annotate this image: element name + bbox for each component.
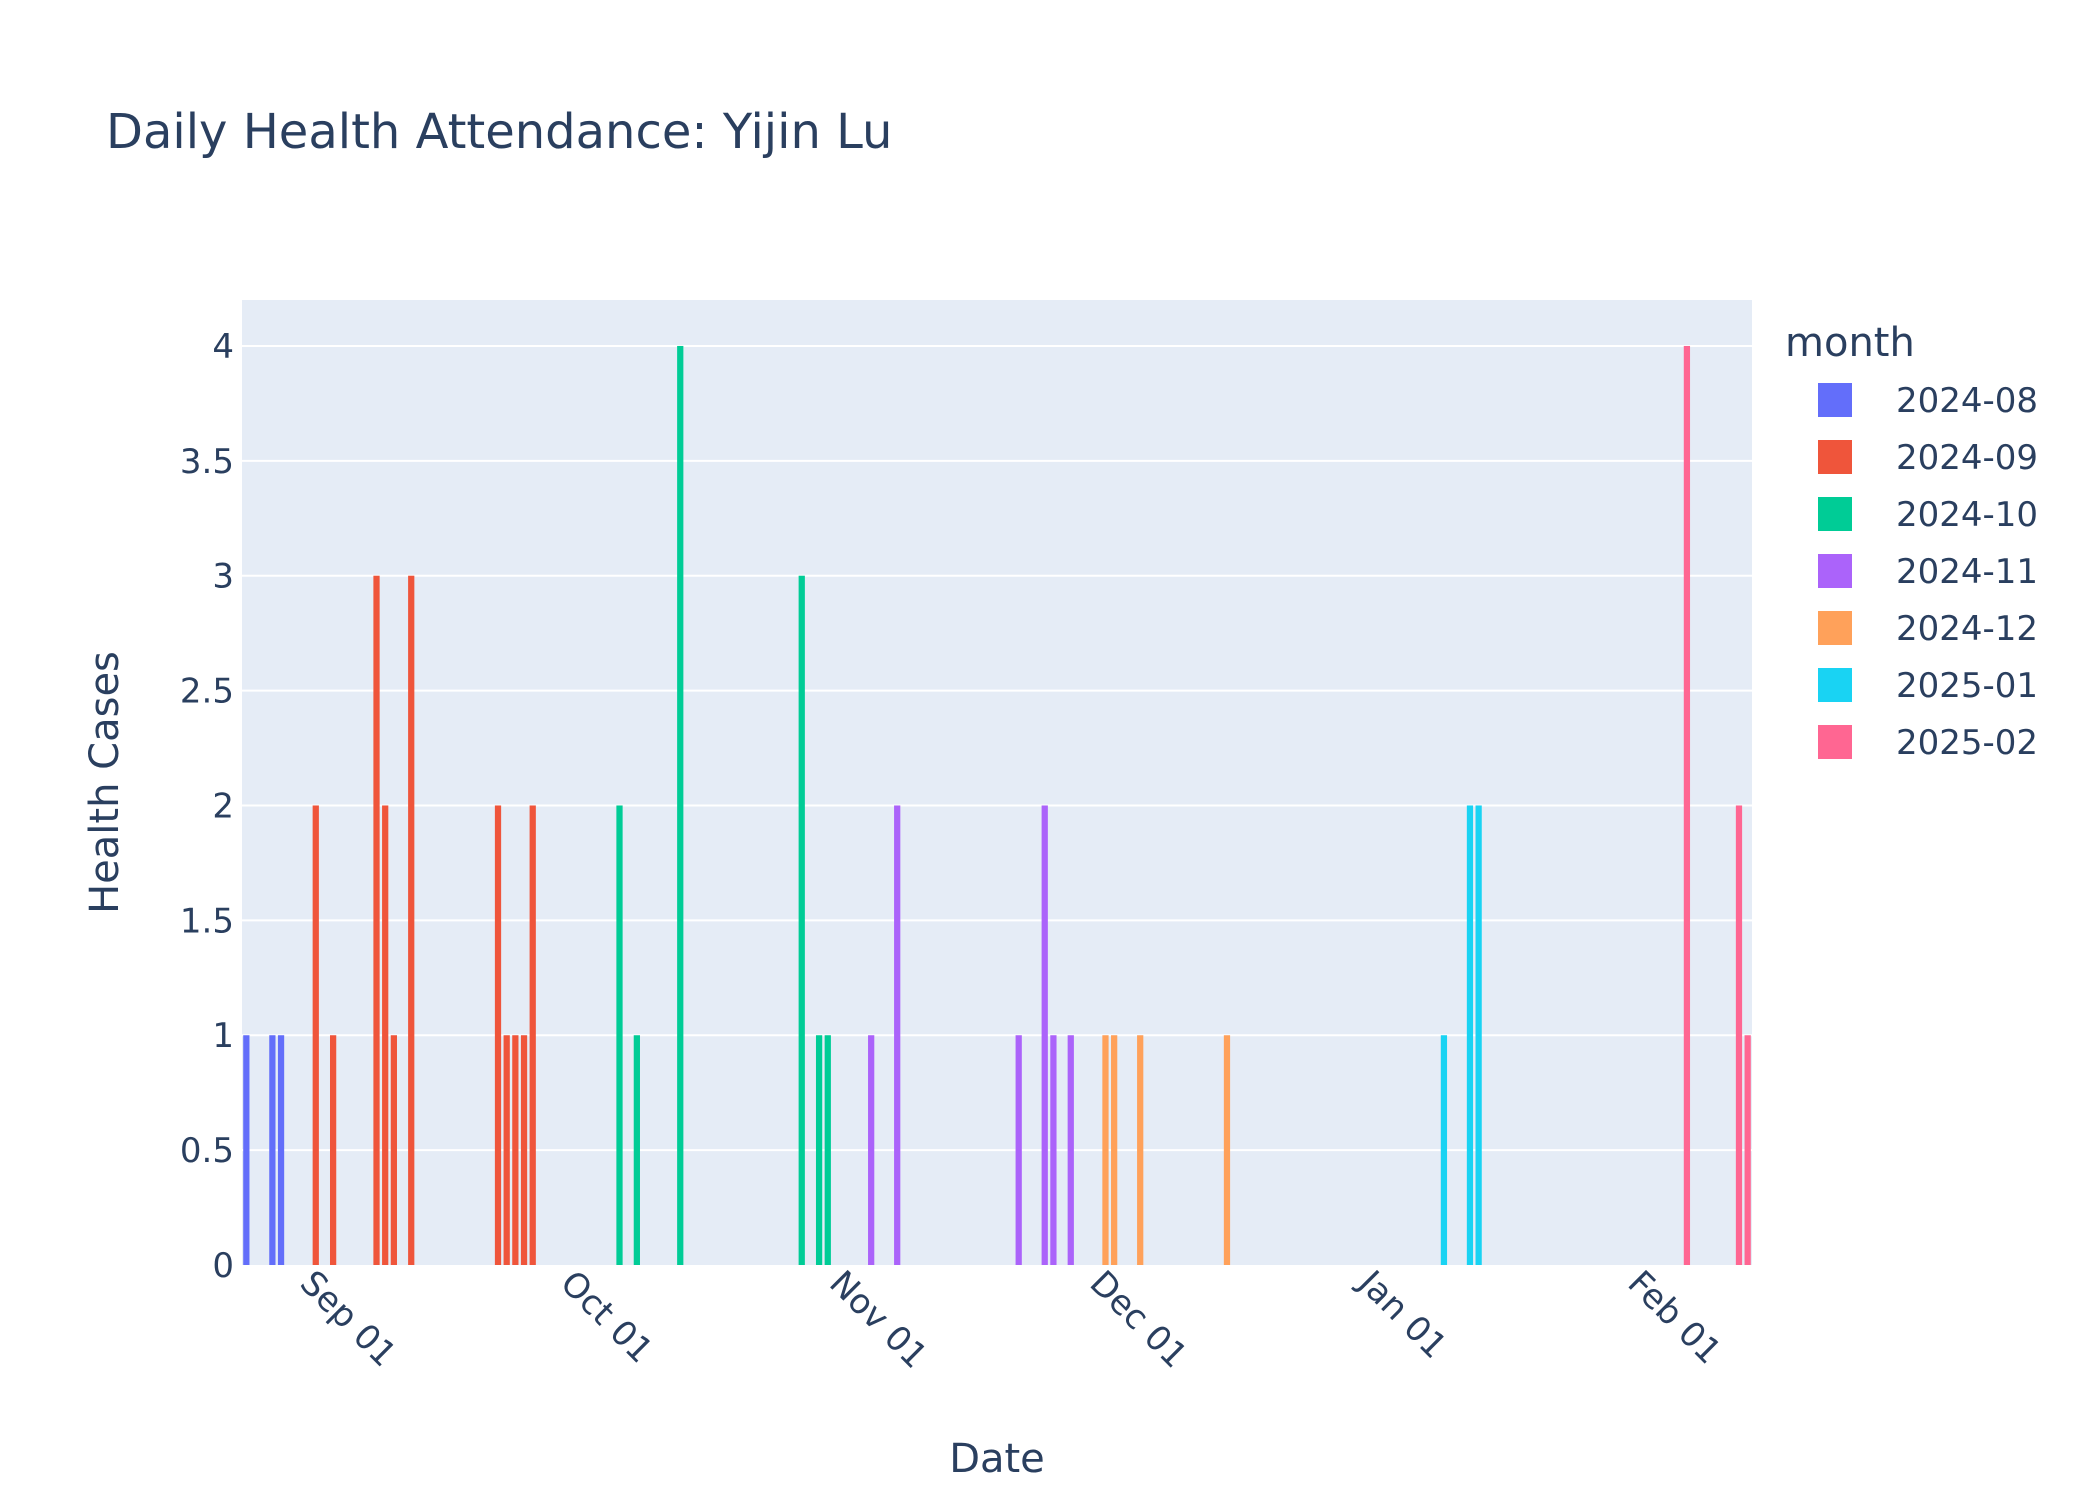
bar [677,345,684,1265]
bar [269,1035,276,1265]
legend-swatch [1818,725,1852,759]
y-tick-label: 3.5 [180,442,234,482]
x-tick-label: Jan 01 [1349,1262,1454,1367]
bar [894,805,901,1265]
y-tick-label: 2.5 [180,672,234,712]
x-tick-label: Oct 01 [552,1263,660,1371]
bar [633,1035,640,1265]
y-tick-label: 1 [212,1016,234,1056]
bar [1050,1035,1057,1265]
bar [408,575,415,1265]
x-tick-label: Dec 01 [1082,1263,1195,1376]
bar [1475,805,1482,1265]
y-tick-label: 2 [212,786,234,826]
legend-swatch [1818,497,1852,531]
bar [1137,1035,1144,1265]
bar [529,805,536,1265]
chart-title: Daily Health Attendance: Yijin Lu [106,104,892,160]
bar [503,1035,510,1265]
bar [868,1035,875,1265]
bar [1015,1035,1022,1265]
legend-swatch [1818,383,1852,417]
legend: month 2024-08 2024-09 2024-10 2024-11 2024-1… [1785,320,2038,763]
bar [277,1035,285,1265]
y-tick-label: 3 [212,557,234,597]
bar [798,575,805,1265]
legend-swatch [1818,668,1852,702]
bar [390,1035,397,1265]
bar [520,1035,528,1265]
bar [312,805,319,1265]
y-axis-title: Health Cases [82,651,128,914]
bar [382,805,389,1265]
bar [1102,1035,1109,1265]
y-axis-ticks: 0 0.5 1 1.5 2 2.5 3 3.5 4 [180,327,234,1286]
x-tick-label: Feb 01 [1620,1263,1729,1372]
bar [512,1035,519,1265]
legend-label: 2024-09 [1896,438,2038,478]
bars [243,345,1751,1265]
bar [1041,805,1048,1265]
bar [1466,805,1474,1265]
legend-label: 2024-08 [1896,381,2038,421]
bar [329,1035,337,1265]
x-axis-title: Date [949,1436,1045,1482]
bar [824,1035,831,1265]
x-axis-ticks: Sep 01 Oct 01 Nov 01 Dec 01 Jan 01 Feb 01 [292,1262,1729,1377]
legend-title: month [1785,320,1915,366]
y-tick-label: 0 [212,1246,234,1286]
bar [1744,1035,1751,1265]
legend-items: 2024-08 2024-09 2024-10 2024-11 2024-12 2025-… [1818,381,2038,763]
bar [243,1035,250,1265]
bar [616,805,623,1265]
bar [373,575,380,1265]
bar [1223,1035,1231,1265]
legend-label: 2024-11 [1896,552,2038,592]
gridlines [242,344,1752,1152]
legend-label: 2025-01 [1896,666,2038,706]
y-tick-label: 1.5 [180,901,234,941]
bar [1735,805,1743,1265]
legend-swatch [1818,611,1852,645]
legend-label: 2024-10 [1896,495,2038,535]
bar [1111,1035,1118,1265]
legend-label: 2025-02 [1896,723,2038,763]
y-tick-label: 0.5 [180,1131,234,1171]
legend-label: 2024-12 [1896,609,2038,649]
bar [494,805,502,1265]
legend-swatch [1818,440,1852,474]
plot-area [242,300,1752,1265]
bar [1440,1035,1448,1265]
bar [1683,345,1691,1265]
bar [1067,1035,1074,1265]
bar [815,1035,823,1265]
x-tick-label: Sep 01 [292,1263,404,1375]
x-tick-label: Nov 01 [821,1263,934,1376]
y-tick-label: 4 [212,327,234,367]
legend-swatch [1818,554,1852,588]
